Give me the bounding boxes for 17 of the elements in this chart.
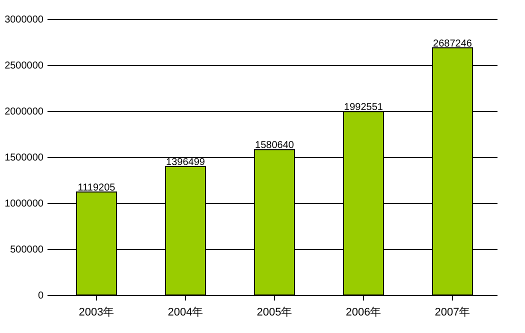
y-tick-label: 2000000 [4,106,44,118]
data-label: 1396499 [166,157,206,168]
x-tick-label: 2005年 [256,306,292,318]
y-tick-label: 1000000 [4,198,44,210]
x-tick-label: 2004年 [168,306,204,318]
x-tick-label: 2006年 [346,306,382,318]
data-label: 1119205 [78,182,116,194]
y-tick-label: 3000000 [4,14,44,26]
y-tick-label: 1500000 [4,152,44,164]
y-tick-label: 2500000 [4,60,44,72]
x-tick-label: 2007年 [434,306,470,318]
y-tick-label: 0 [38,290,44,302]
y-tick-label: 500000 [10,244,44,256]
x-tick-label: 2003年 [78,306,114,318]
data-label: 1580640 [255,140,294,152]
data-label: 1992551 [344,102,384,114]
data-label: 2687246 [433,38,472,50]
